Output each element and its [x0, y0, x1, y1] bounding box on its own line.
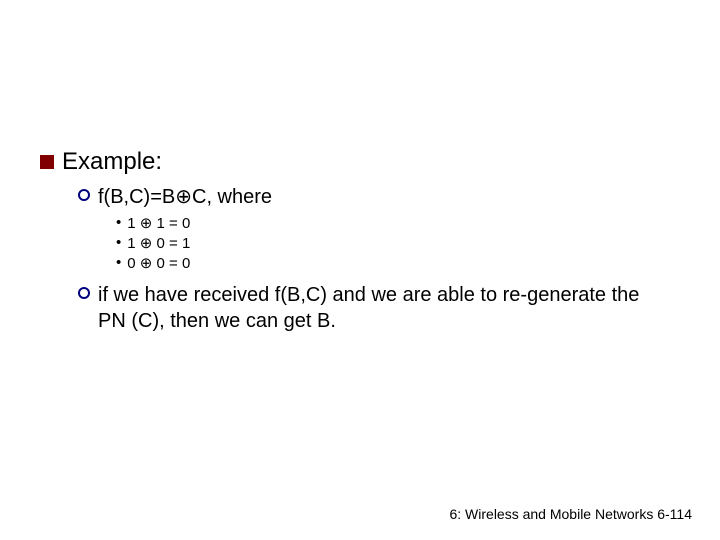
bullet-l1-example: Example:: [40, 148, 162, 176]
dot-bullet-icon: •: [116, 235, 121, 250]
dot-bullet-icon: •: [116, 215, 121, 230]
circle-bullet-icon: [78, 287, 90, 299]
l2-function-text: f(B,C)=B⊕C, where: [98, 184, 272, 210]
l3-c-text: 0 ⊕ 0 = 0: [127, 254, 190, 272]
bullet-l2-explain: if we have received f(B,C) and we are ab…: [78, 282, 658, 334]
dot-bullet-icon: •: [116, 255, 121, 270]
circle-bullet-icon: [78, 189, 90, 201]
slide: Example: f(B,C)=B⊕C, where • 1 ⊕ 1 = 0 •…: [0, 0, 720, 540]
bullet-l3-c: • 0 ⊕ 0 = 0: [116, 254, 190, 272]
square-bullet-icon: [40, 155, 54, 169]
l3-a-text: 1 ⊕ 1 = 0: [127, 214, 190, 232]
slide-footer: 6: Wireless and Mobile Networks 6-114: [449, 506, 692, 522]
bullet-l3-b: • 1 ⊕ 0 = 1: [116, 234, 190, 252]
l3-b-text: 1 ⊕ 0 = 1: [127, 234, 190, 252]
bullet-l3-a: • 1 ⊕ 1 = 0: [116, 214, 190, 232]
bullet-l2-function: f(B,C)=B⊕C, where: [78, 184, 272, 210]
l1-text: Example:: [62, 148, 162, 176]
l2-explain-text: if we have received f(B,C) and we are ab…: [98, 282, 658, 334]
